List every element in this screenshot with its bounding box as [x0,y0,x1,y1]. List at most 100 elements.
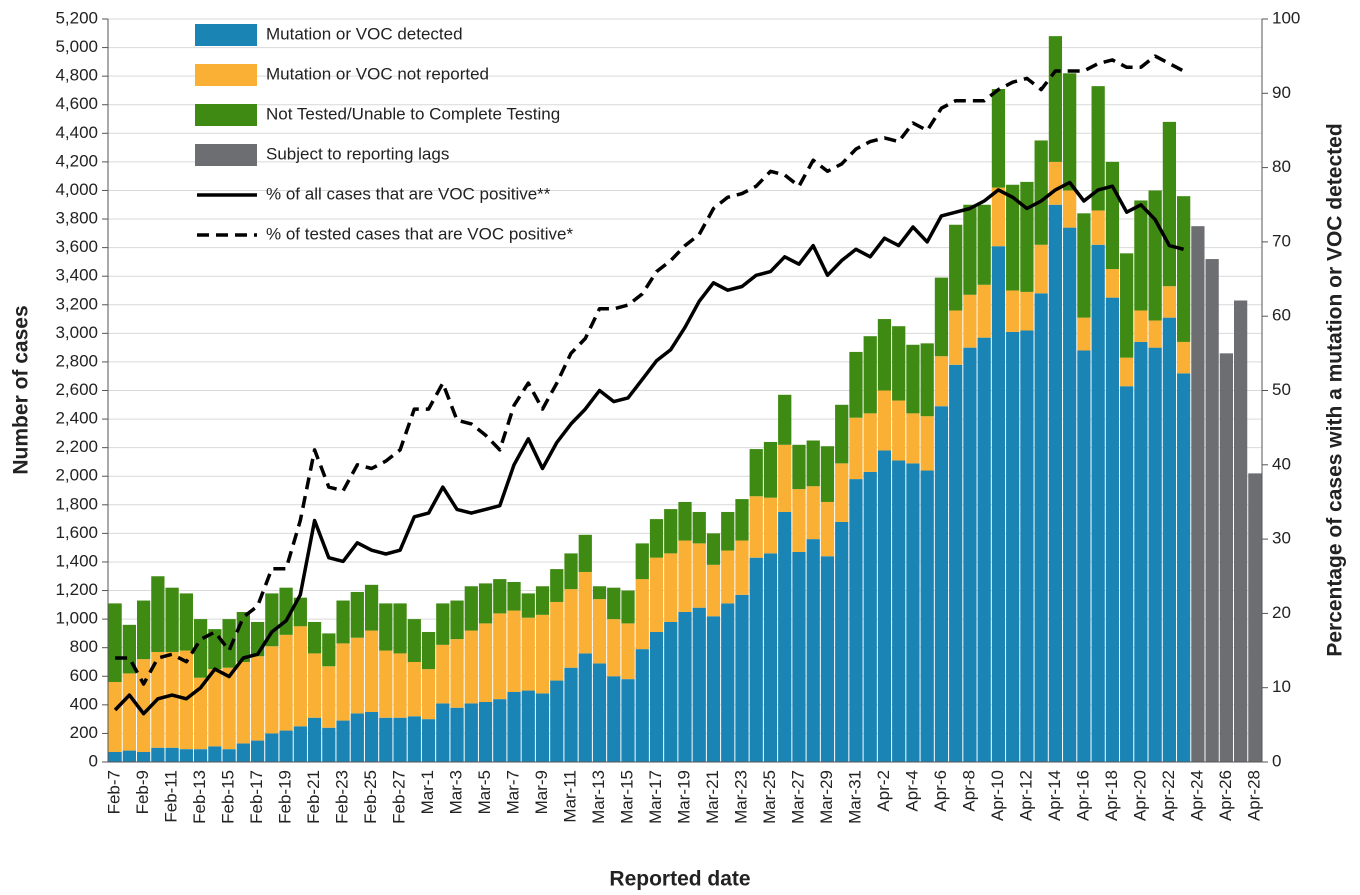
bar-segment [877,390,892,451]
x-tick-label: Apr-8 [959,770,978,812]
bar-segment [1177,196,1191,342]
bar-segment [963,204,977,295]
bar-segment [1205,259,1219,762]
bar-segment [1105,297,1120,762]
bar-segment [307,653,322,718]
x-tick-label: Mar-17 [646,770,665,824]
bar-segment [165,651,179,748]
x-tick-label: Apr-14 [1045,770,1064,821]
x-tick-label: Feb-17 [247,770,266,824]
y-tick-label: 2,400 [55,409,98,428]
bar-segment [863,471,877,762]
bar-segment [806,440,820,487]
bar-segment [1162,286,1177,318]
bar-segment [222,619,236,668]
bar-segment [1006,290,1020,332]
bar-segment [664,621,678,762]
bar-segment [1048,161,1063,205]
bar-segment [706,616,721,762]
legend-label: Mutation or VOC detected [266,24,463,43]
bar-segment [649,631,664,762]
bar-segment [578,571,592,654]
y2-tick-label: 100 [1272,8,1300,27]
bar-segment [535,614,550,694]
bar-segment [108,681,122,752]
bar-segment [521,593,535,618]
y-tick-label: 3,200 [55,294,98,313]
bar-segment [991,246,1006,763]
bar-segment [478,623,493,702]
bar-segment [1120,386,1134,762]
bar-segment [293,726,307,762]
x-tick-label: Feb-19 [276,770,295,824]
legend-swatch [195,24,257,46]
bar-segment [977,204,991,285]
bar-segment [678,611,692,762]
bar-segment [322,633,336,667]
x-tick-label: Mar-7 [504,770,523,814]
bar-segment [835,463,849,522]
bar-segment [778,444,792,512]
bar-segment [293,597,307,627]
bar-segment [706,533,721,565]
bar-segment [250,740,265,762]
bar-segment [193,749,208,762]
bar-segment [179,593,193,651]
bar-segment [906,344,920,414]
y-tick-label: 4,000 [55,180,98,199]
bar-segment [735,540,749,595]
bar-segment [820,556,835,762]
bar-segment [678,501,692,541]
bar-segment [1020,181,1034,292]
bar-segment [635,579,649,650]
y-tick-label: 2,800 [55,351,98,370]
bar-segment [136,600,151,660]
bar-segment [649,519,664,558]
bar-segment [1063,190,1077,228]
bar-segment [1234,300,1248,762]
bar-segment [1148,320,1162,348]
bar-segment [1020,330,1034,762]
bar-segment [122,624,136,674]
bar-segment [407,716,421,762]
bar-segment [906,463,920,762]
legend-swatch [195,144,257,166]
bar-segment [222,749,236,762]
bar-segment [564,667,578,762]
y-tick-label: 3,000 [55,323,98,342]
bar-segment [450,600,464,640]
y2-tick-label: 40 [1272,454,1291,473]
bar-segment [151,747,165,762]
x-tick-label: Mar-11 [561,770,580,823]
bar-segment [108,751,122,762]
y2-tick-label: 30 [1272,529,1291,548]
bar-segment [364,584,379,631]
bar-segment [1063,73,1077,191]
bar-segment [535,586,550,615]
bar-segment [364,711,379,762]
bar-segment [1034,140,1048,245]
bar-segment [336,600,350,644]
bar-segment [521,690,535,762]
x-tick-label: Feb-23 [333,770,352,824]
bar-segment [763,441,778,498]
x-tick-label: Mar-15 [617,770,636,824]
legend-swatch [195,64,257,86]
y-tick-label: 5,000 [55,37,98,56]
x-tick-label: Mar-13 [589,770,608,824]
bar-segment [792,444,806,490]
bar-segment [535,693,550,762]
bar-segment [820,446,835,502]
y-tick-label: 400 [70,694,98,713]
bar-segment [835,404,849,464]
bar-segment [279,634,293,731]
bar-segment [464,630,478,704]
y2-tick-label: 70 [1272,231,1291,250]
x-tick-label: Feb-25 [361,770,380,824]
bar-segment [607,587,621,620]
bar-segment [1105,269,1120,298]
x-tick-label: Mar-27 [788,770,807,824]
legend-swatch [195,104,257,126]
bar-segment [336,643,350,721]
bar-segment [892,400,906,461]
